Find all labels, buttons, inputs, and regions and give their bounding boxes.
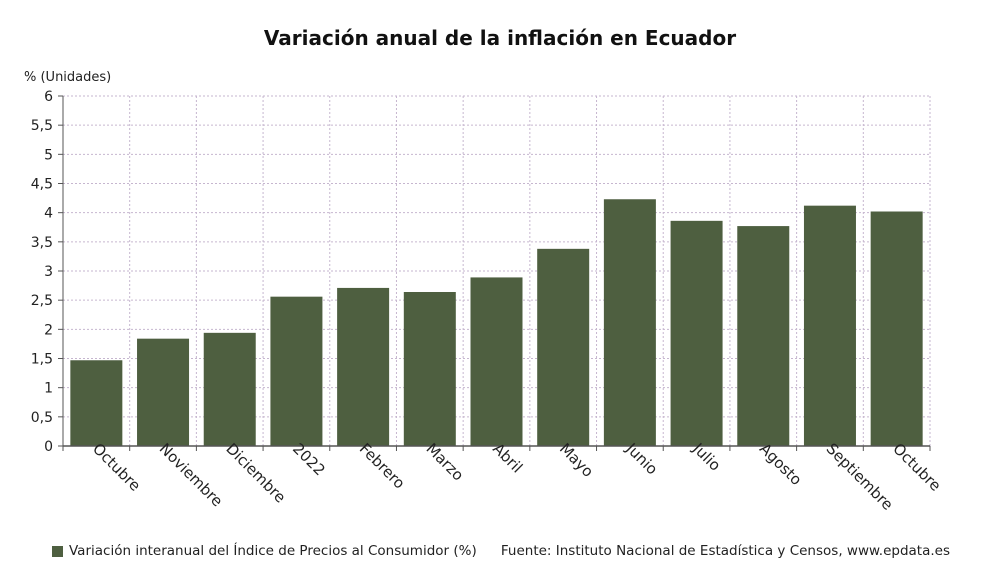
bar <box>737 226 790 446</box>
bar <box>337 287 390 446</box>
bar <box>270 296 323 446</box>
legend-label: Variación interanual del Índice de Preci… <box>69 543 477 559</box>
y-tick-label: 1,5 <box>31 352 53 368</box>
bar <box>670 220 723 446</box>
y-tick-label: 4,5 <box>31 177 53 193</box>
legend: Variación interanual del Índice de Preci… <box>52 543 477 559</box>
x-tick-label: Septiembre <box>823 440 897 514</box>
y-tick-label: 6 <box>44 89 53 105</box>
x-tick-label: Octubre <box>889 440 944 495</box>
y-tick-label: 5 <box>44 147 53 163</box>
y-tick-label: 4 <box>44 206 53 222</box>
x-tick-label: Noviembre <box>156 440 227 511</box>
y-tick-label: 0,5 <box>31 410 53 426</box>
y-tick-label: 5,5 <box>31 118 53 134</box>
y-tick-label: 3 <box>44 264 53 280</box>
y-tick-label: 0 <box>44 439 53 455</box>
y-tick-label: 3,5 <box>31 235 53 251</box>
x-tick-label: Agosto <box>756 440 805 489</box>
source-note: Fuente: Instituto Nacional de Estadístic… <box>500 543 950 559</box>
y-tick-label: 2 <box>44 322 53 338</box>
bar <box>537 248 590 446</box>
bar <box>803 205 856 446</box>
y-tick-label: 2,5 <box>31 293 53 309</box>
x-tick-label: Diciembre <box>222 440 289 507</box>
bar <box>870 211 923 446</box>
bar <box>137 338 190 446</box>
bar <box>403 292 456 446</box>
bar <box>603 199 656 446</box>
y-tick-label: 1 <box>44 381 53 397</box>
legend-swatch <box>52 545 63 557</box>
chart-title: Variación anual de la inflación en Ecuad… <box>263 26 737 50</box>
y-axis-label: % (Unidades) <box>24 70 112 85</box>
bar <box>203 332 256 446</box>
bar <box>470 277 523 446</box>
bar <box>70 360 123 446</box>
x-tick-label: Febrero <box>356 440 409 493</box>
x-tick-label: Octubre <box>89 440 144 495</box>
